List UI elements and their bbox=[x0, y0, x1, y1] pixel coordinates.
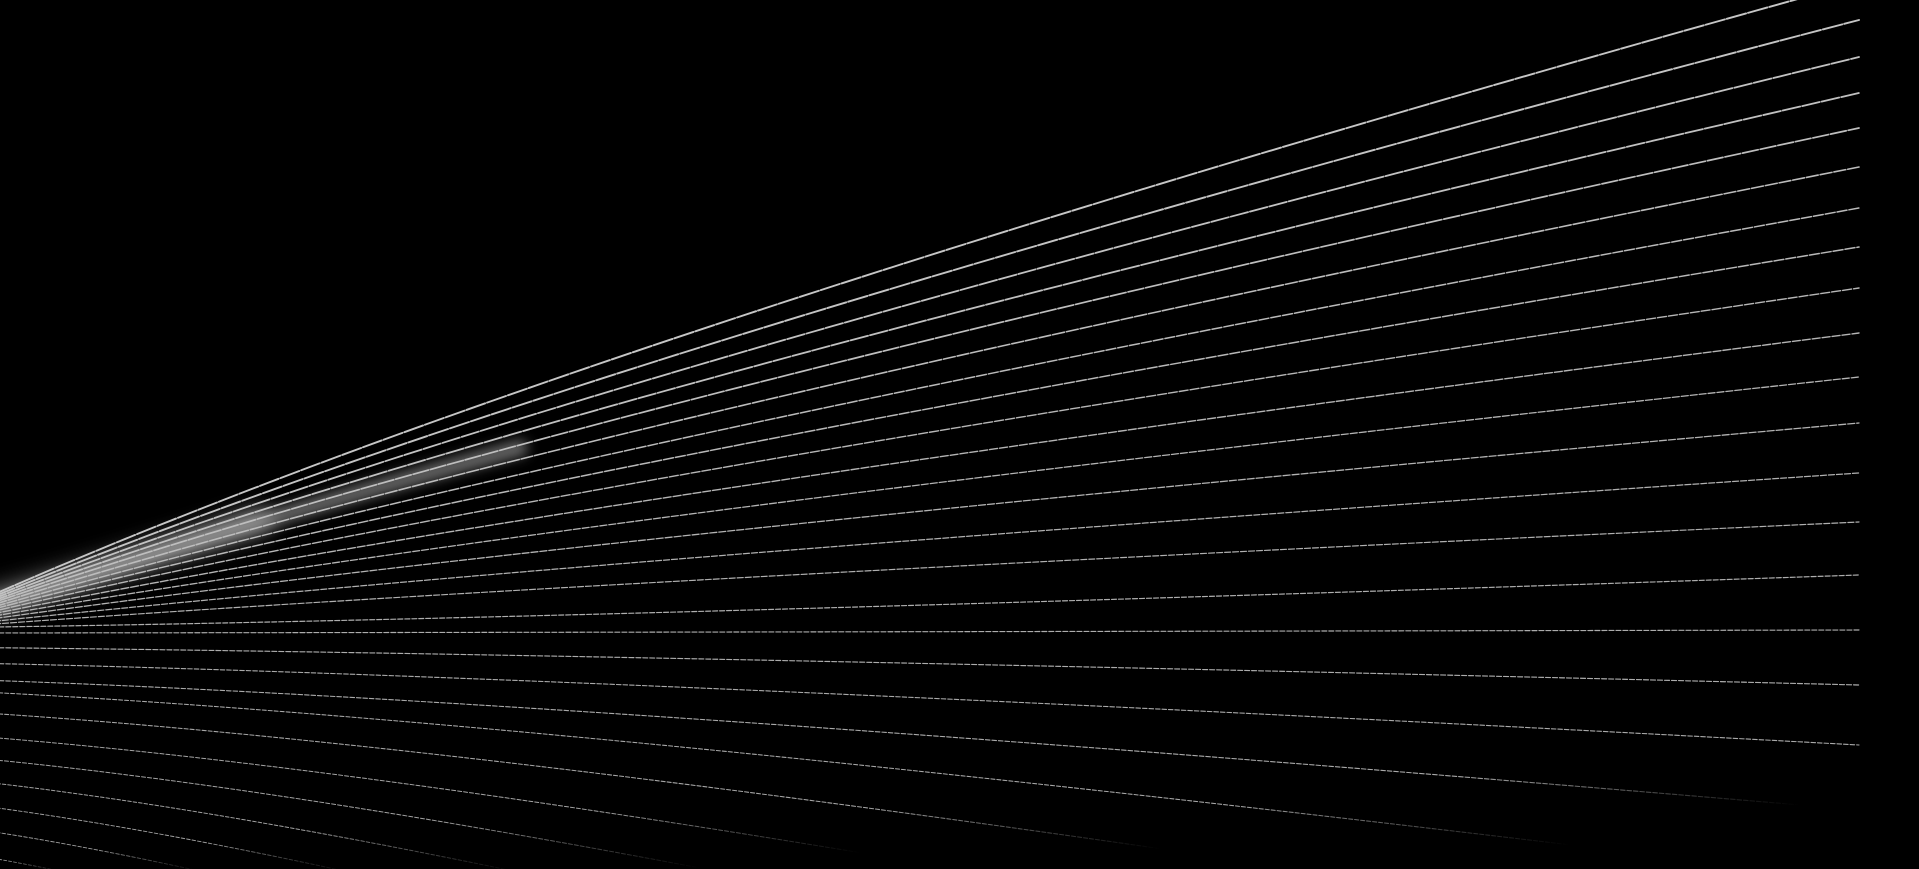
fan-line-6 bbox=[0, 166, 1860, 604]
fan-line-12 bbox=[0, 422, 1860, 619]
fan-line-23 bbox=[0, 759, 708, 869]
fan-line-20 bbox=[0, 692, 1774, 869]
fan-line-21 bbox=[0, 713, 1304, 869]
fan-line-26 bbox=[0, 832, 193, 869]
fan-line-9 bbox=[0, 287, 1860, 611]
fan-line-22 bbox=[0, 737, 961, 869]
fan-line-11 bbox=[0, 376, 1860, 616]
fan-line-24 bbox=[0, 783, 507, 869]
caustic-glow-group bbox=[0, 440, 528, 614]
caustic-band bbox=[0, 440, 528, 613]
fan-line-17 bbox=[0, 647, 1860, 686]
fan-line-7 bbox=[0, 207, 1860, 606]
fan-line-18 bbox=[0, 663, 1860, 746]
fan-line-19 bbox=[0, 680, 1860, 811]
fan-line-14 bbox=[0, 521, 1860, 625]
fan-line-15 bbox=[0, 574, 1860, 628]
fan-line-5 bbox=[0, 127, 1860, 602]
fan-line-25 bbox=[0, 807, 337, 869]
fan-line-13 bbox=[0, 472, 1860, 622]
fan-line-8 bbox=[0, 246, 1860, 609]
fan-line-3 bbox=[0, 56, 1860, 598]
fan-lines-group bbox=[0, 0, 1860, 869]
fan-line-2 bbox=[0, 19, 1860, 595]
fan-line-16 bbox=[0, 629, 1860, 634]
fan-line-10 bbox=[0, 332, 1860, 614]
fan-line-4 bbox=[0, 92, 1860, 600]
fan-line-1 bbox=[0, 0, 1798, 593]
